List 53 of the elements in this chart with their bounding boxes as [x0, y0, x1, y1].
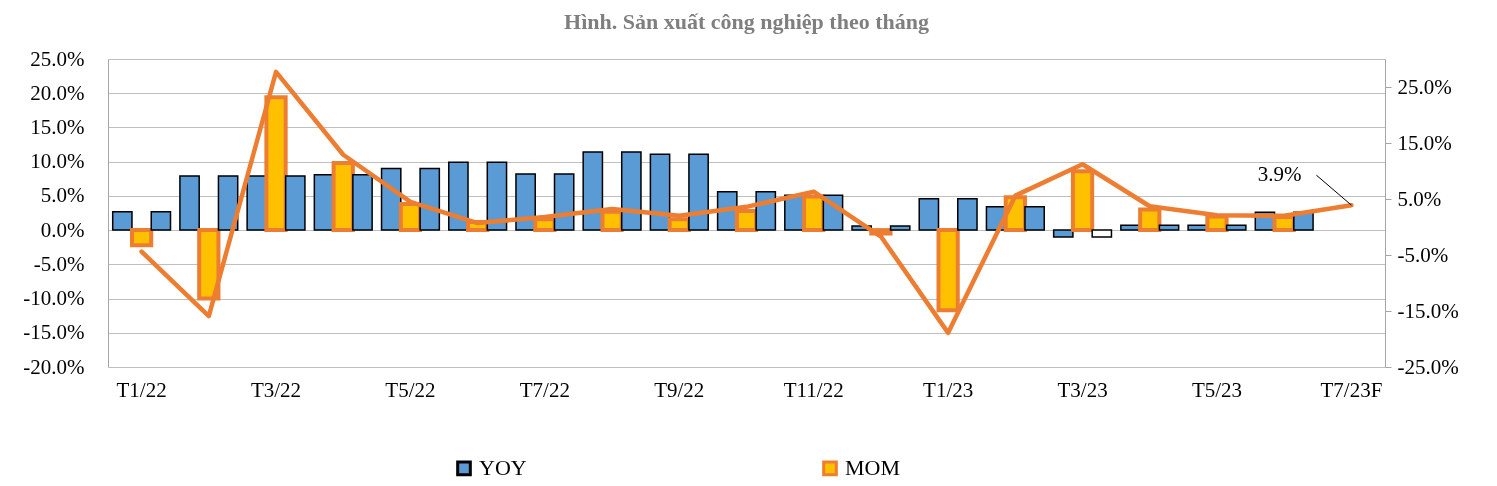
y-tick-label: -5.0% — [33, 251, 85, 276]
x-tick-label: T1/22 — [116, 377, 167, 402]
bar — [179, 175, 200, 231]
legend-label: MOM — [845, 455, 901, 481]
bar — [515, 173, 536, 231]
bar — [1225, 224, 1247, 231]
x-tick-label: T3/23 — [1057, 377, 1108, 402]
y2-tick-label: -15.0% — [1397, 298, 1459, 323]
bar — [1052, 229, 1074, 238]
bar — [1091, 229, 1113, 238]
x-tick-label: T1/23 — [923, 377, 974, 402]
bar — [486, 161, 508, 231]
x-tick-label: T5/22 — [385, 377, 436, 402]
bar — [553, 173, 575, 231]
bar — [688, 153, 709, 231]
chart-title: Hình. Sản xuất công nghiệp theo tháng — [564, 9, 929, 34]
x-tick-label: T3/22 — [250, 377, 302, 402]
y2-tick-label: 15.0% — [1397, 130, 1452, 155]
y-tick-label: 10.0% — [30, 149, 85, 174]
legend-label: YOY — [479, 455, 527, 481]
x-tick-label: T7/23F — [1320, 377, 1383, 402]
bar — [582, 151, 604, 231]
y-tick-label: -15.0% — [23, 320, 85, 345]
line-series — [139, 69, 1354, 336]
bar — [419, 167, 441, 231]
x-tick-label: T7/22 — [519, 377, 570, 402]
y-tick-label: 15.0% — [30, 114, 85, 139]
x-tick-label: T5/23 — [1191, 377, 1243, 402]
annotation: 3.9% — [1257, 162, 1302, 187]
bar — [918, 197, 940, 231]
x-tick-label: T11/22 — [783, 377, 844, 402]
bar — [1158, 224, 1180, 231]
bar — [448, 161, 469, 231]
bar — [889, 225, 911, 231]
y-tick-label: 0.0% — [40, 217, 85, 242]
y2-tick-label: -25.0% — [1397, 354, 1459, 379]
bar — [111, 210, 133, 231]
bar — [150, 210, 172, 231]
y-tick-label: -20.0% — [23, 354, 85, 379]
bar — [284, 175, 306, 231]
y-tick-label: 5.0% — [40, 183, 85, 208]
bar — [957, 197, 978, 231]
bar — [620, 151, 642, 231]
bar — [352, 173, 373, 231]
y2-tick-label: -5.0% — [1397, 242, 1449, 267]
y-tick-label: 20.0% — [30, 80, 85, 105]
y2-tick-label: 25.0% — [1397, 74, 1452, 99]
y-tick-label: 25.0% — [30, 46, 85, 71]
bar — [649, 153, 671, 231]
x-tick-label: T9/22 — [654, 377, 705, 402]
y2-tick-label: 5.0% — [1397, 186, 1442, 211]
bar — [1024, 206, 1045, 231]
y-tick-label: -10.0% — [23, 286, 85, 311]
